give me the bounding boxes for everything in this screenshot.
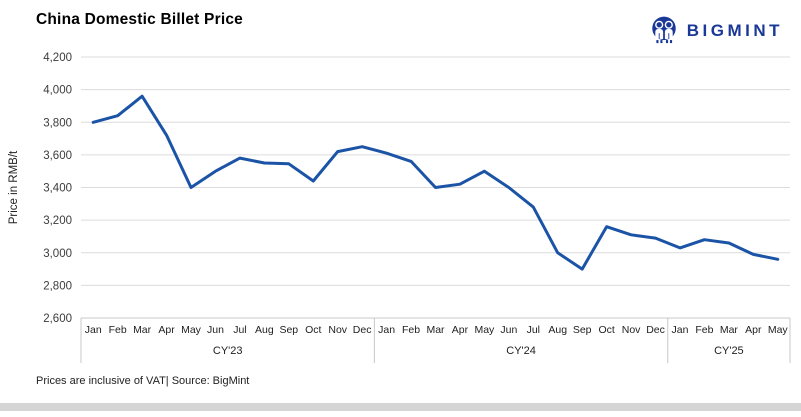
- month-label: Jun: [207, 324, 224, 336]
- brand-logo: BIGMINT: [648, 14, 783, 48]
- month-label: Oct: [598, 324, 614, 336]
- month-label: Apr: [452, 324, 469, 336]
- month-label: Jul: [233, 324, 246, 336]
- month-label: Oct: [305, 324, 321, 336]
- month-label: Aug: [548, 324, 567, 336]
- chart-title: China Domestic Billet Price: [36, 11, 243, 28]
- year-label: CY'23: [213, 345, 243, 357]
- month-label: Feb: [109, 324, 127, 336]
- y-tick-label: 3,800: [43, 117, 72, 129]
- month-label: Mar: [133, 324, 152, 336]
- year-label: CY'25: [714, 345, 744, 357]
- month-label: Sep: [573, 324, 592, 336]
- month-label: Sep: [279, 324, 298, 336]
- month-label: May: [181, 324, 202, 336]
- month-label: Nov: [622, 324, 641, 336]
- y-tick-label: 3,200: [43, 215, 72, 227]
- month-label: May: [474, 324, 495, 336]
- month-label: Mar: [426, 324, 445, 336]
- month-label: Aug: [255, 324, 274, 336]
- y-tick-label: 2,800: [43, 280, 72, 292]
- y-tick-label: 3,600: [43, 150, 72, 162]
- month-label: Nov: [328, 324, 347, 336]
- month-label: Jan: [378, 324, 395, 336]
- month-label: Apr: [158, 324, 175, 336]
- month-label: Feb: [695, 324, 713, 336]
- y-tick-label: 4,000: [43, 85, 72, 97]
- footer-note: Prices are inclusive of VAT| Source: Big…: [36, 375, 250, 387]
- bottom-divider-bar: [0, 403, 801, 411]
- month-label: Jun: [500, 324, 517, 336]
- month-label: Dec: [646, 324, 665, 336]
- y-axis-title: Price in RMB/t: [8, 150, 20, 224]
- y-tick-label: 4,200: [43, 52, 72, 64]
- month-label: Feb: [402, 324, 420, 336]
- month-label: Jan: [672, 324, 689, 336]
- price-line: [91, 94, 780, 271]
- bigmint-people-icon: [648, 14, 680, 48]
- y-tick-label: 3,400: [43, 183, 72, 195]
- month-label: Jul: [527, 324, 540, 336]
- month-label: Apr: [745, 324, 762, 336]
- month-label: May: [768, 324, 789, 336]
- year-label: CY'24: [506, 345, 536, 357]
- month-label: Mar: [720, 324, 739, 336]
- brand-wordmark: BIGMINT: [686, 21, 783, 40]
- y-tick-label: 2,600: [43, 313, 72, 325]
- month-label: Jan: [85, 324, 102, 336]
- month-label: Dec: [353, 324, 372, 336]
- y-tick-label: 3,000: [43, 248, 72, 260]
